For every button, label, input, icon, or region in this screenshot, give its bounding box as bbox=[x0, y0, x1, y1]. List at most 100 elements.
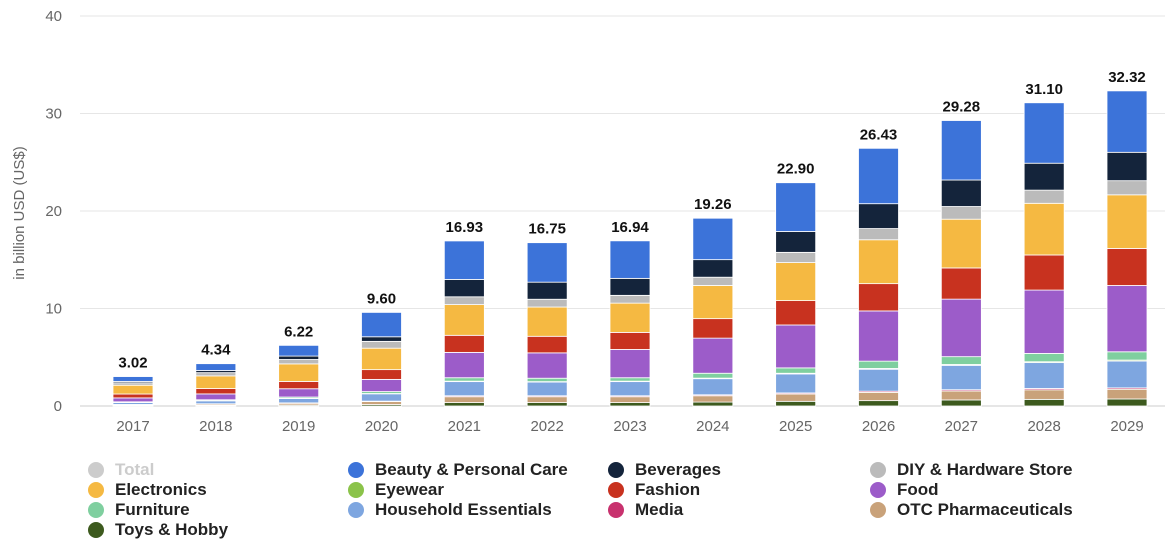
legend-marker-icon bbox=[870, 462, 886, 478]
x-tick-label: 2026 bbox=[862, 418, 895, 435]
bar-segment bbox=[1106, 285, 1148, 353]
legend-item[interactable]: Fashion bbox=[608, 480, 700, 500]
legend-item[interactable]: DIY & Hardware Store bbox=[870, 460, 1072, 480]
legend-item[interactable]: Household Essentials bbox=[348, 500, 552, 520]
x-tick-label: 2027 bbox=[945, 418, 978, 435]
legend-label: Beauty & Personal Care bbox=[375, 460, 568, 479]
bar-segment bbox=[775, 367, 817, 374]
bar-segment bbox=[940, 364, 982, 391]
stacked-bar-chart: 0 10 20 30 40 in billion USD (US$) 3.02 4.34 6… bbox=[11, 8, 1165, 435]
bar-segment bbox=[526, 335, 568, 354]
bar-segment bbox=[858, 147, 899, 205]
legend-item[interactable]: Eyewear bbox=[348, 480, 444, 500]
bar-segment bbox=[443, 381, 485, 397]
legend-label: Electronics bbox=[115, 480, 207, 499]
bar-segment bbox=[443, 377, 485, 382]
legend-marker-icon bbox=[88, 482, 104, 498]
legend-item[interactable]: Total bbox=[88, 460, 154, 480]
legend-item[interactable]: Media bbox=[608, 500, 683, 520]
total-data-label: 31.10 bbox=[1025, 81, 1063, 98]
bar-segment bbox=[940, 267, 982, 300]
bar-segment bbox=[692, 285, 734, 320]
bar-segment bbox=[609, 331, 651, 350]
bar-segment bbox=[1106, 151, 1148, 182]
legend-label: Beverages bbox=[635, 460, 722, 479]
legend-label: Media bbox=[635, 500, 684, 519]
legend-item[interactable]: Beauty & Personal Care bbox=[348, 460, 568, 480]
bar-segment bbox=[112, 384, 154, 395]
legend-item[interactable]: Furniture bbox=[88, 500, 190, 520]
bar-segment bbox=[195, 400, 237, 405]
bar-segment bbox=[1023, 362, 1065, 389]
total-data-label: 16.93 bbox=[446, 219, 484, 236]
bar-segment bbox=[526, 281, 568, 300]
legend-marker-icon bbox=[88, 522, 104, 538]
bar-segment bbox=[858, 228, 899, 241]
total-data-label: 16.75 bbox=[528, 221, 566, 238]
bar-segment bbox=[278, 359, 320, 365]
bar-segment bbox=[361, 311, 402, 338]
bar-segment bbox=[526, 396, 568, 403]
x-tick-label: 2025 bbox=[779, 418, 812, 435]
legend-item[interactable]: OTC Pharmaceuticals bbox=[870, 500, 1073, 520]
y-tick-label: 40 bbox=[45, 8, 62, 25]
bar-segment bbox=[1106, 398, 1148, 407]
bar-segment bbox=[858, 391, 899, 402]
total-data-label: 6.22 bbox=[284, 323, 313, 340]
bar-segment bbox=[361, 336, 402, 342]
bar-segment bbox=[940, 179, 982, 207]
legend-item[interactable]: Electronics bbox=[88, 480, 207, 500]
bar-segment bbox=[940, 218, 982, 269]
legend-marker-icon bbox=[608, 502, 624, 518]
bar-segment bbox=[609, 302, 651, 333]
legend-label: Furniture bbox=[115, 500, 190, 519]
legend-item[interactable]: Beverages bbox=[608, 460, 721, 480]
bar-segment bbox=[858, 368, 899, 392]
y-tick-label: 30 bbox=[45, 106, 62, 123]
bar-segment bbox=[858, 400, 899, 407]
legend-label: Eyewear bbox=[375, 480, 444, 499]
bar-segment bbox=[526, 298, 568, 308]
bar-segment bbox=[361, 340, 402, 349]
bar-segment bbox=[361, 393, 402, 402]
bar-segment bbox=[609, 240, 651, 279]
bar-segment bbox=[775, 373, 817, 394]
y-tick-label: 20 bbox=[45, 203, 62, 220]
bar-segment bbox=[775, 400, 817, 407]
bar-segment bbox=[1106, 388, 1148, 400]
bar-segment bbox=[940, 390, 982, 401]
x-tick-label: 2022 bbox=[530, 418, 563, 435]
legend-label: DIY & Hardware Store bbox=[897, 460, 1073, 479]
bar-segment bbox=[1023, 189, 1065, 204]
bar-segment bbox=[195, 388, 237, 395]
bar-segment bbox=[609, 349, 651, 379]
legend-label: Fashion bbox=[635, 480, 701, 499]
legend-item[interactable]: Toys & Hobby bbox=[88, 520, 228, 540]
legend-marker-icon bbox=[348, 462, 364, 478]
total-data-label: 4.34 bbox=[201, 342, 231, 359]
bar-segment bbox=[940, 120, 982, 181]
bar-segment bbox=[775, 300, 817, 326]
legend-item[interactable]: Food bbox=[870, 480, 939, 500]
y-tick-label: 0 bbox=[54, 398, 62, 415]
total-data-label: 9.60 bbox=[367, 290, 396, 307]
bar-segment bbox=[526, 402, 568, 407]
legend-marker-icon bbox=[608, 462, 624, 478]
bar-segment bbox=[195, 372, 237, 377]
bar-segment bbox=[361, 378, 402, 392]
bars bbox=[112, 90, 1148, 407]
bar-segment bbox=[1106, 248, 1148, 286]
x-tick-label: 2017 bbox=[116, 418, 149, 435]
total-data-label: 22.90 bbox=[777, 161, 815, 178]
x-tick-label: 2019 bbox=[282, 418, 315, 435]
bar-segment bbox=[692, 401, 734, 407]
bar-segment bbox=[361, 347, 402, 371]
bar-segment bbox=[775, 231, 817, 253]
total-data-label: 16.94 bbox=[611, 219, 649, 236]
bar-segment bbox=[443, 304, 485, 336]
bar-segment bbox=[692, 372, 734, 379]
bar-segment bbox=[443, 351, 485, 379]
x-axis-ticks: 2017 2018 2019 2020 2021 2022 2023 2024 2025 2026… bbox=[116, 418, 1143, 435]
bar-segment bbox=[443, 402, 485, 407]
